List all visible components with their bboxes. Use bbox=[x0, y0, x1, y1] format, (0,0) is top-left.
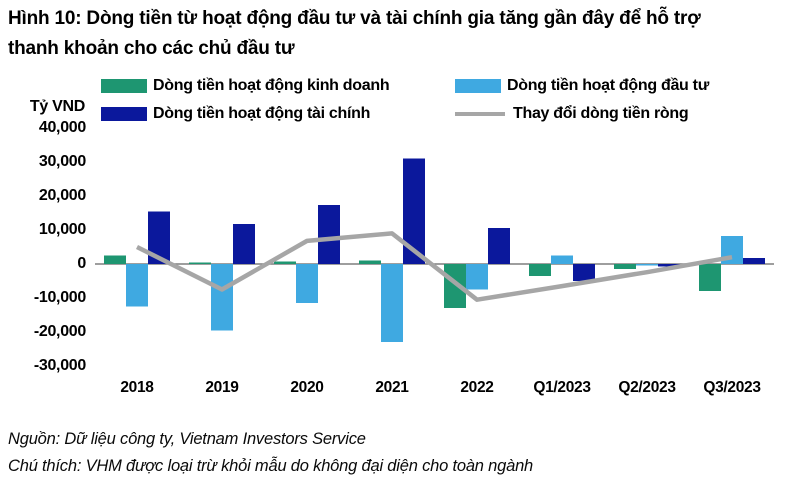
net-cashflow-line bbox=[135, 231, 733, 302]
x-axis-label: 2021 bbox=[375, 379, 409, 396]
bar bbox=[636, 264, 658, 266]
chart-footnotes: Nguồn: Dữ liệu công ty, Vietnam Investor… bbox=[8, 426, 796, 480]
bar bbox=[403, 158, 425, 264]
legend-swatch-operating-cashflow bbox=[101, 79, 147, 93]
legend-item-financing-cashflow: Dòng tiền hoạt động tài chính bbox=[101, 105, 455, 123]
bar bbox=[189, 262, 211, 264]
bar bbox=[318, 205, 340, 264]
y-axis-unit-label: Tỷ VND bbox=[29, 98, 85, 115]
bar bbox=[359, 260, 381, 264]
bar bbox=[658, 264, 680, 267]
bar bbox=[381, 264, 403, 343]
y-tick-label: -20,000 bbox=[33, 323, 86, 340]
bar bbox=[466, 264, 488, 290]
legend-line-marker-net-cashflow-change bbox=[455, 112, 505, 116]
x-axis-label: Q1/2023 bbox=[533, 379, 591, 396]
x-axis-label: Q3/2023 bbox=[703, 379, 761, 396]
y-tick-label: 30,000 bbox=[38, 153, 86, 170]
legend-swatch-investing-cashflow bbox=[455, 79, 501, 93]
x-axis-label: 2018 bbox=[120, 379, 154, 396]
bar bbox=[743, 257, 765, 264]
legend-label-investing-cashflow: Dòng tiền hoạt động đầu tư bbox=[507, 77, 709, 94]
bar bbox=[444, 264, 466, 309]
legend-label-financing-cashflow: Dòng tiền hoạt động tài chính bbox=[153, 105, 371, 122]
bar bbox=[573, 264, 595, 281]
bar bbox=[296, 264, 318, 304]
legend-label-operating-cashflow: Dòng tiền hoạt động kinh doanh bbox=[153, 77, 390, 94]
x-axis-label: 2019 bbox=[205, 379, 239, 396]
y-tick-label: -10,000 bbox=[33, 289, 86, 306]
x-axis-label: 2020 bbox=[290, 379, 324, 396]
figure-title-line-2: thanh khoản cho các chủ đầu tư bbox=[8, 38, 295, 59]
bar bbox=[488, 227, 510, 264]
exclusion-note: Chú thích: VHM được loại trừ khỏi mẫu do… bbox=[8, 457, 534, 475]
bar bbox=[699, 264, 721, 292]
y-tick-label: 20,000 bbox=[38, 187, 86, 204]
legend-item-operating-cashflow: Dòng tiền hoạt động kinh doanh bbox=[101, 77, 455, 95]
x-axis-label: 2022 bbox=[460, 379, 494, 396]
bar bbox=[211, 264, 233, 331]
y-tick-label: -30,000 bbox=[33, 357, 86, 374]
source-note: Nguồn: Dữ liệu công ty, Vietnam Investor… bbox=[8, 430, 366, 448]
bar bbox=[233, 223, 255, 264]
legend-swatch-financing-cashflow bbox=[101, 107, 147, 121]
bar bbox=[529, 264, 551, 276]
bar bbox=[126, 264, 148, 307]
figure-title-line-1: Hình 10: Dòng tiền từ hoạt động đầu tư v… bbox=[8, 8, 701, 29]
chart-legend: Dòng tiền hoạt động kinh doanh Dòng tiền… bbox=[101, 72, 781, 128]
x-axis-label: Q2/2023 bbox=[618, 379, 676, 396]
bar bbox=[614, 264, 636, 270]
bar bbox=[104, 255, 126, 264]
bar bbox=[551, 255, 573, 264]
y-tick-label: 10,000 bbox=[38, 221, 86, 238]
figure-title: Hình 10: Dòng tiền từ hoạt động đầu tư v… bbox=[8, 4, 796, 64]
legend-item-net-cashflow-change: Thay đổi dòng tiền ròng bbox=[455, 105, 781, 123]
legend-item-investing-cashflow: Dòng tiền hoạt động đầu tư bbox=[455, 77, 781, 95]
y-tick-label: 0 bbox=[77, 255, 86, 272]
bar bbox=[274, 261, 296, 264]
y-tick-label: 40,000 bbox=[38, 119, 86, 136]
legend-label-net-cashflow-change: Thay đổi dòng tiền ròng bbox=[513, 105, 689, 122]
bar bbox=[148, 211, 170, 264]
